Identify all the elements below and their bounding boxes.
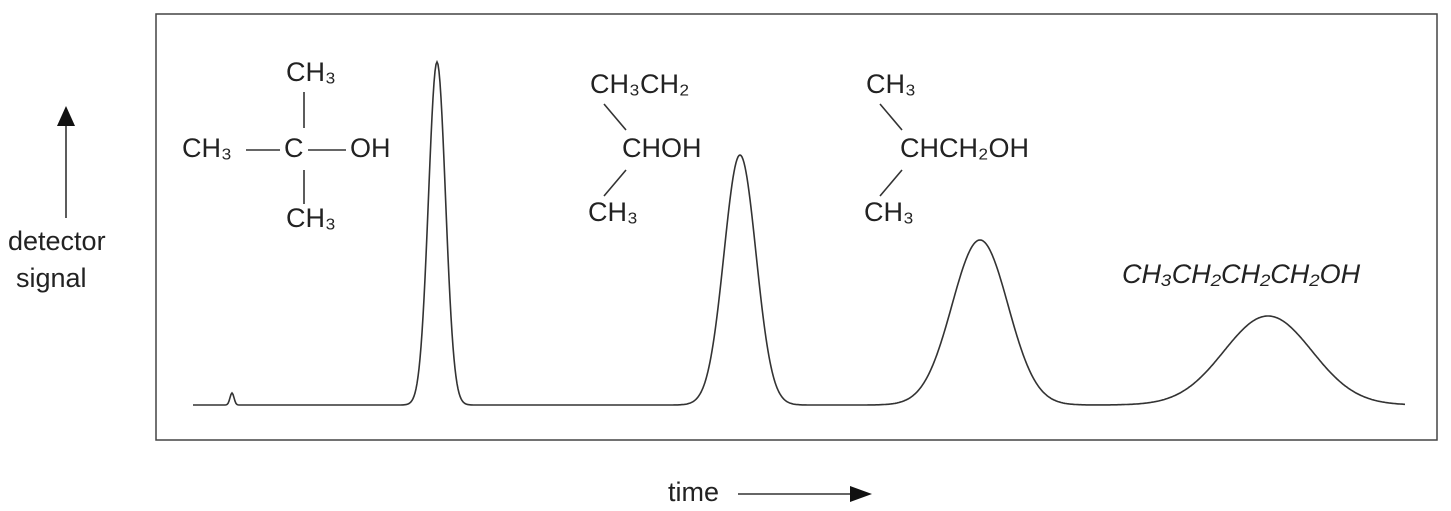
bond: [879, 169, 903, 197]
group-label: CH₃: [286, 203, 336, 233]
group-label: OH: [350, 133, 391, 163]
x-arrow-head: [850, 486, 872, 502]
group-label: CH₃: [866, 69, 916, 99]
group-label: CH₃: [286, 57, 336, 87]
group-label: CH₃CH₂: [590, 69, 689, 99]
group-label: CHOH: [622, 133, 702, 163]
group-label: CH₃: [864, 197, 914, 227]
y-label-line: detector: [8, 226, 106, 256]
group-label: C: [284, 133, 304, 163]
group-label: CH₃: [588, 197, 638, 227]
bond: [603, 103, 627, 131]
bond: [879, 103, 903, 131]
x-label: time: [668, 477, 719, 507]
bond: [603, 169, 627, 197]
y-arrow-head: [57, 106, 75, 126]
group-label: CHCH₂OH: [900, 133, 1029, 163]
chromatogram-trace: [193, 59, 1405, 406]
formula-label: CH₃CH₂CH₂CH₂OH: [1122, 259, 1361, 289]
y-label-line: signal: [16, 263, 87, 293]
group-label: CH₃: [182, 133, 232, 163]
plot-frame: [155, 13, 1438, 441]
